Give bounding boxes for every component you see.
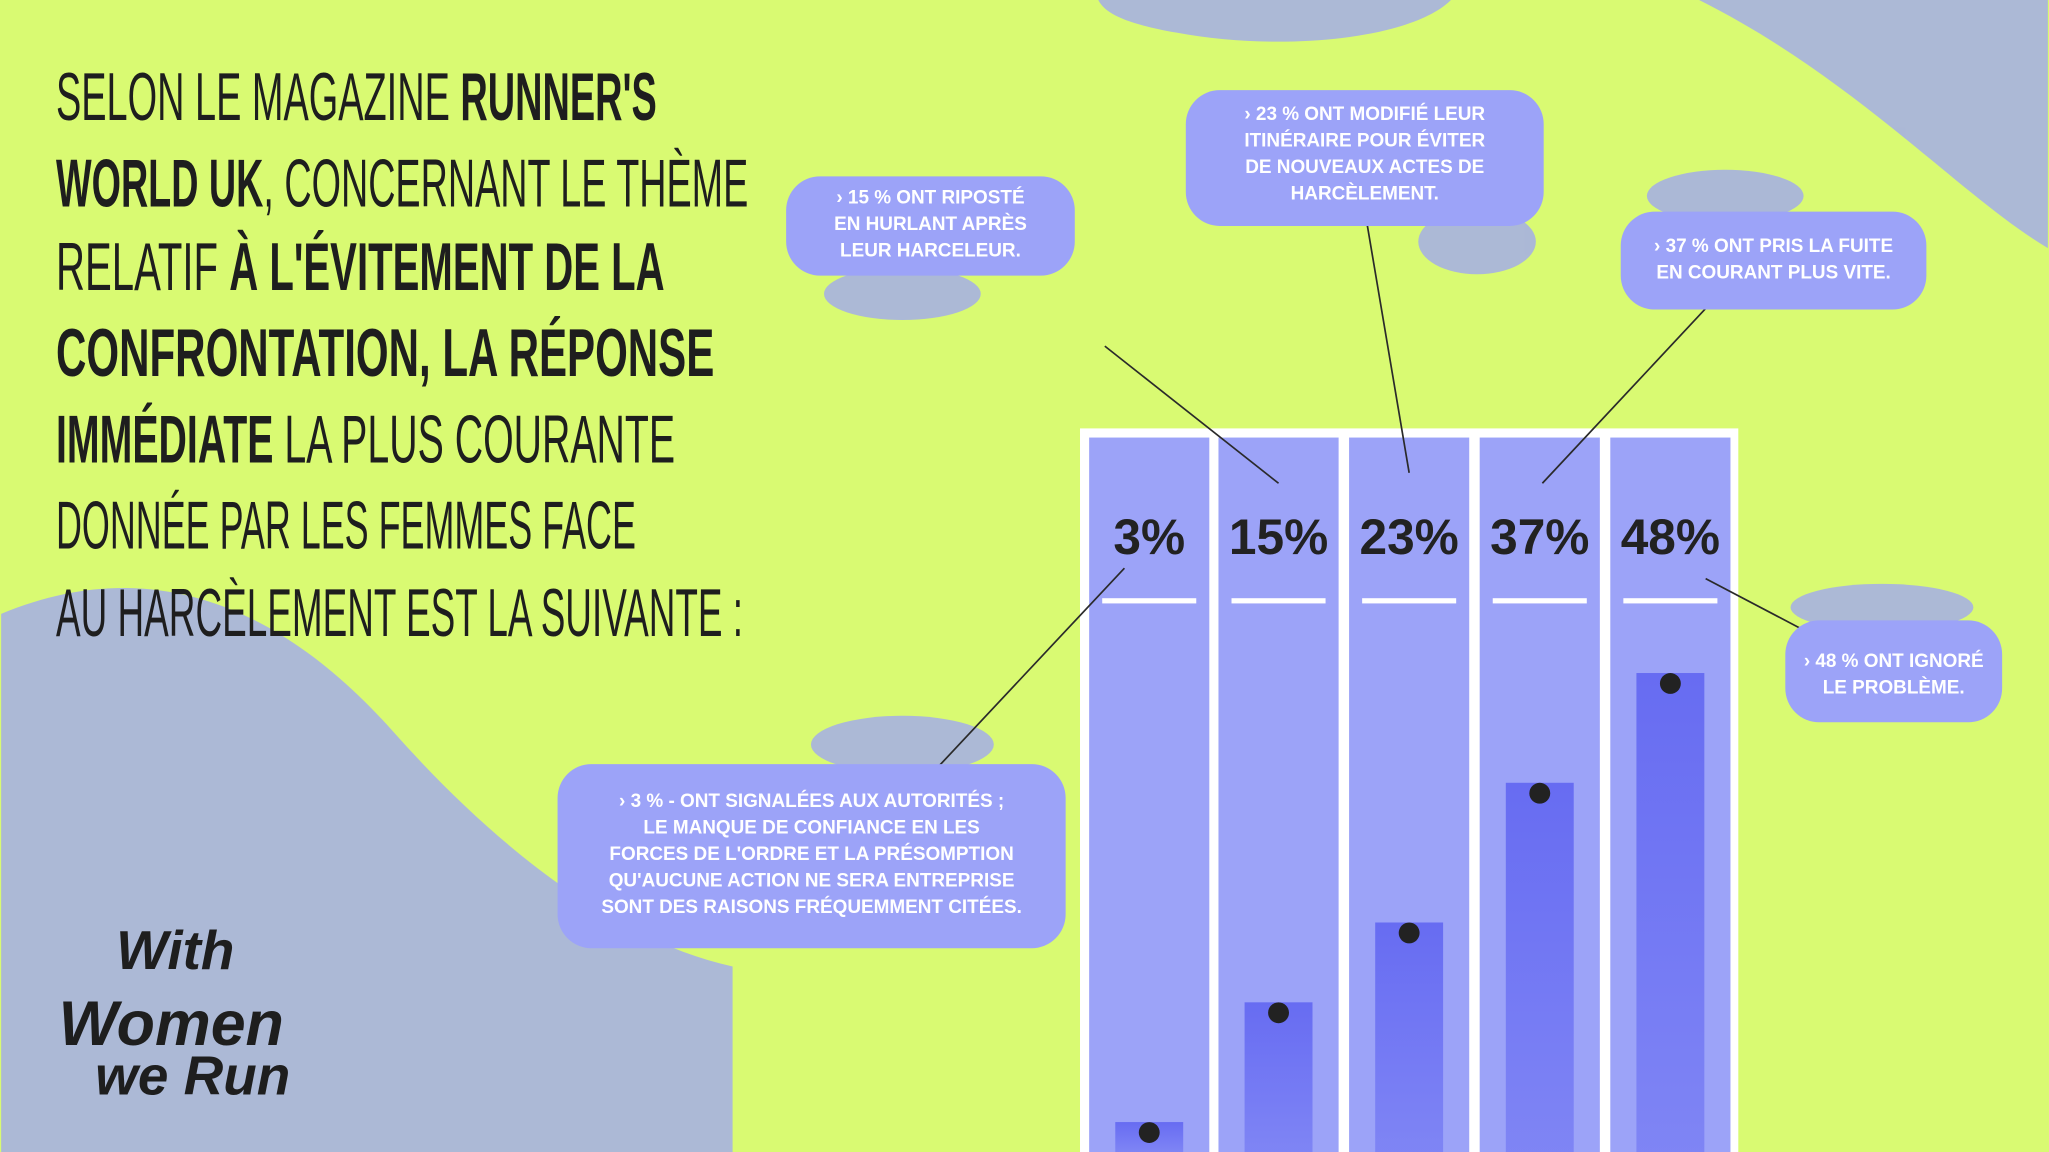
callout-text: › 3 % - ONT SIGNALÉES AUX AUTORITÉS ; <box>619 790 1004 812</box>
callout-text: FORCES DE L'ORDRE ET LA PRÉSOMPTION <box>609 843 1013 865</box>
value-label: 3% <box>1113 509 1185 565</box>
callout-text: › 48 % ONT IGNORÉ <box>1804 650 1984 672</box>
runner <box>1529 782 1551 804</box>
leader-line <box>1104 345 1280 484</box>
logo-line: Women <box>59 989 284 1059</box>
headline-line: DONNÉE PAR LES FEMMES FACE <box>56 489 636 564</box>
headline-line: IMMÉDIATE LA PLUS COURANTE <box>56 401 675 477</box>
leader-line <box>1705 577 1811 635</box>
callout-text: SONT DES RAISONS FRÉQUEMMENT CITÉES. <box>601 896 1022 918</box>
leader-line <box>1362 202 1410 473</box>
callout-text: › 37 % ONT PRIS LA FUITE <box>1654 236 1893 257</box>
headline-segment: RUNNER'S <box>460 60 656 135</box>
callout-box <box>1785 620 2003 723</box>
headline-line: WORLD UK, CONCERNANT LE THÈME <box>56 146 748 221</box>
callout-text: LE MANQUE DE CONFIANCE EN LES <box>643 817 979 838</box>
callout-text: QU'AUCUNE ACTION NE SERA ENTREPRISE <box>609 871 1015 892</box>
trail <box>1375 922 1444 1152</box>
headline-segment: , CONCERNANT LE THÈME <box>263 146 748 221</box>
headline-segment: IMMÉDIATE <box>56 401 273 477</box>
callout-box <box>786 176 1075 276</box>
callout-text: EN HURLANT APRÈS <box>834 213 1027 235</box>
callout-text: LE PROBLÈME. <box>1823 677 1965 699</box>
callout-box <box>1185 90 1544 226</box>
lane-dash <box>1231 598 1326 604</box>
value-label: 15% <box>1229 509 1328 565</box>
callout-text: LEUR HARCELEUR. <box>840 241 1021 262</box>
headline-line: CONFRONTATION, LA RÉPONSE <box>56 315 714 391</box>
callout-text: DE NOUVEAUX ACTES DE <box>1245 157 1484 178</box>
runner <box>1659 673 1681 694</box>
callout-text: › 23 % ONT MODIFIÉ LEUR <box>1244 103 1485 125</box>
lane-dash <box>1492 598 1587 604</box>
leader-line <box>927 567 1126 778</box>
callouts: › 3 % - ONT SIGNALÉES AUX AUTORITÉS ; LE … <box>557 90 2003 949</box>
value-label: 37% <box>1490 509 1589 565</box>
lane-dash <box>1623 598 1718 604</box>
runner <box>1138 1122 1160 1143</box>
callout-box <box>1620 211 1927 310</box>
headline-segment: À L'ÉVITEMENT DE LA <box>229 229 664 305</box>
value-label: 23% <box>1359 509 1458 565</box>
trail <box>1244 1002 1313 1152</box>
callout-text: ITINÉRAIRE POUR ÉVITER <box>1244 129 1485 151</box>
headline-segment: CONFRONTATION, LA RÉPONSE <box>56 315 714 391</box>
headline-line: AU HARCÈLEMENT EST LA SUIVANTE : <box>56 576 743 651</box>
logo-line: we Run <box>95 1045 290 1107</box>
callout-box <box>557 764 1066 949</box>
headline-line: SELON LE MAGAZINE RUNNER'S <box>56 60 657 135</box>
trail <box>1636 673 1705 1152</box>
callout-text: EN COURANT PLUS VITE. <box>1656 262 1890 283</box>
runner <box>1268 1002 1289 1024</box>
runner <box>1398 922 1420 944</box>
leader-line <box>1541 303 1711 484</box>
headline-segment: DONNÉE PAR LES FEMMES FACE <box>56 489 636 564</box>
lanes: 3% 15% 23% 37% 48% <box>1089 437 1731 1152</box>
value-label: 48% <box>1621 509 1720 565</box>
headline-segment: AU HARCÈLEMENT EST LA SUIVANTE : <box>56 576 743 651</box>
headline: SELON LE MAGAZINE RUNNER'S WORLD UK, CONC… <box>56 60 748 651</box>
lane <box>1089 437 1210 1152</box>
headline-line: RELATIF À L'ÉVITEMENT DE LA <box>56 229 665 305</box>
callout-text: › 15 % ONT RIPOSTÉ <box>836 187 1024 209</box>
callout-text: HARCÈLEMENT. <box>1291 182 1439 204</box>
logo-line: With <box>116 919 234 981</box>
lane-dash <box>1102 598 1197 604</box>
trail <box>1505 782 1574 1152</box>
lane-dash <box>1362 598 1457 604</box>
headline-segment: SELON LE MAGAZINE <box>56 60 460 135</box>
headline-segment: LA PLUS COURANTE <box>273 402 675 477</box>
headline-segment: RELATIF <box>56 230 229 305</box>
headline-segment: WORLD UK <box>56 146 263 221</box>
